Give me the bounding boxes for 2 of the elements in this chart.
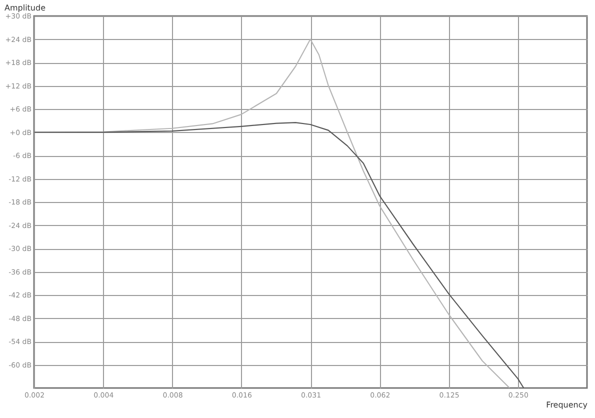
y-axis-title: Amplitude (4, 4, 46, 12)
x-axis-title: Frequency (546, 400, 588, 410)
